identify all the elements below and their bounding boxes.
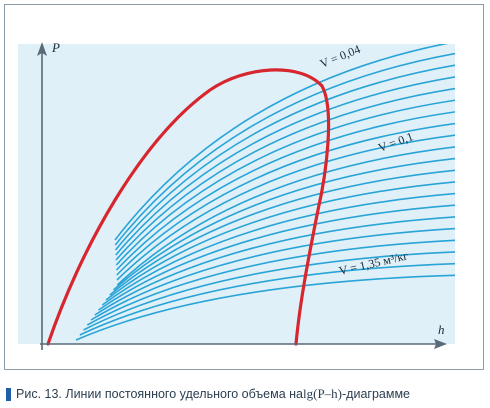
isochore-line	[115, 111, 455, 271]
isochore-line	[114, 52, 455, 246]
isochore-line	[75, 274, 455, 341]
isochore-line	[116, 146, 455, 286]
isochore-line	[79, 262, 455, 336]
plot-area	[18, 44, 455, 344]
x-axis-label: h	[438, 322, 445, 337]
isochore-line	[115, 76, 455, 256]
isochore-line	[112, 157, 455, 291]
isochore-line	[94, 216, 455, 316]
axes	[37, 42, 447, 350]
isochore-line	[114, 44, 449, 241]
figure-caption: Рис. 13. Линии постоянного удельного объ…	[6, 384, 410, 404]
isochore-lines	[75, 44, 455, 341]
y-axis-label: P	[51, 40, 60, 55]
caption-prefix: Рис. 13. Линии постоянного удельного объ…	[16, 387, 304, 401]
isochore-line	[83, 251, 455, 331]
isochore-line	[109, 169, 455, 296]
isochore-line	[105, 181, 455, 301]
saturation-curve	[46, 68, 331, 346]
isochore-line	[116, 134, 455, 281]
caption-suffix: -диаграмме	[342, 387, 411, 401]
caption-formula: lg(P–h)	[303, 386, 343, 401]
isochore-line	[115, 87, 455, 261]
caption-marker	[6, 387, 11, 401]
y-axis-arrow-icon	[37, 42, 47, 56]
isochore-line	[98, 204, 455, 311]
isochore-line	[90, 227, 455, 321]
isochore-line	[114, 64, 455, 251]
isochore-line	[86, 239, 455, 326]
isochore-line	[101, 192, 455, 306]
x-axis-arrow-icon	[434, 339, 447, 349]
isochore-line	[115, 99, 455, 266]
isochore-line	[116, 122, 455, 276]
